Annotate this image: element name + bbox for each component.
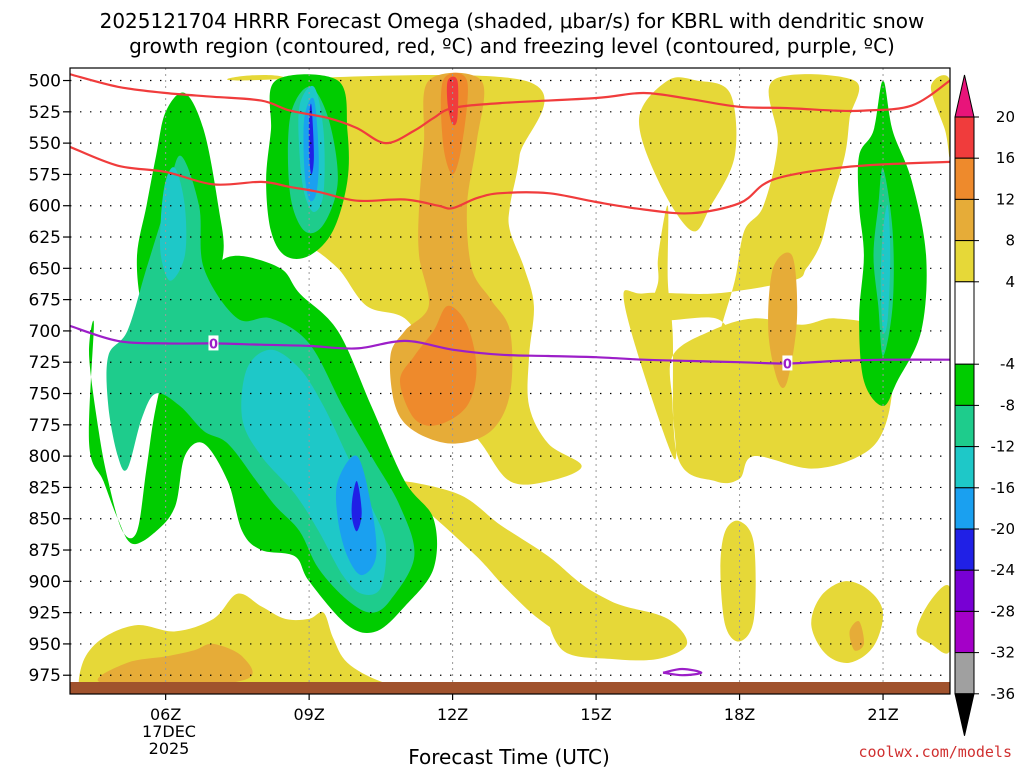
y-tick-label: 800 [29, 447, 61, 467]
omega-region-3 [638, 77, 737, 232]
colorbar-tick-label: -16 [991, 479, 1016, 497]
colorbar-tick-label: 20 [996, 108, 1015, 126]
colorbar-band [954, 528, 975, 571]
colorbar-band [954, 198, 975, 242]
contour-label-background [208, 335, 219, 351]
omega-region-7 [930, 75, 950, 158]
y-tick-label: 750 [29, 385, 61, 405]
colorbar-tick-label: -12 [991, 438, 1016, 456]
plot-frame [69, 67, 951, 695]
y-tick-label: 725 [29, 353, 61, 373]
colorbar-tick-label: -28 [991, 602, 1016, 620]
chart-title-line-2: growth region (contoured, red, ºC) and f… [129, 34, 895, 58]
chart-title-line-1: 2025121704 HRRR Forecast Omega (shaded, … [100, 9, 925, 33]
omega-region-16 [446, 76, 459, 126]
colorbar-tick-label: 16 [996, 149, 1015, 167]
y-tick-label: 675 [29, 291, 61, 311]
plot-area: 00 [70, 68, 950, 694]
omega-region-4 [623, 74, 893, 484]
colorbar-band [954, 363, 975, 406]
contour-label-0: 0 [209, 337, 218, 352]
contour-label-background [782, 355, 793, 371]
contour-lines: 00 [70, 73, 950, 677]
omega-region-8 [916, 584, 950, 654]
y-tick-label: 925 [29, 604, 61, 624]
omega-region-2 [547, 593, 688, 661]
y-tick-label: 975 [29, 666, 61, 686]
omega-region-15 [400, 305, 477, 426]
colorbar-tick-label: 12 [996, 190, 1015, 208]
colorbar-band [954, 157, 975, 200]
date-label-day: 17DEC [142, 722, 196, 741]
omega-region-31 [308, 103, 314, 175]
date-label-year: 2025 [149, 739, 190, 758]
colorbar-tick-label: 8 [1005, 232, 1015, 250]
colorbar-band [954, 569, 975, 612]
y-tick-label: 500 [29, 72, 61, 92]
contour-freezing-level-blob [662, 667, 703, 677]
colorbar-tick-label: -24 [991, 561, 1016, 579]
colorbar-tick-label: -8 [1000, 396, 1015, 414]
y-tick-label: 625 [29, 228, 61, 248]
contour-label-1: 0 [783, 357, 792, 372]
y-tick-label: 875 [29, 541, 61, 561]
colorbar-band [954, 652, 975, 695]
contour-dgz-upper [70, 73, 950, 145]
ground-surface [70, 682, 950, 694]
x-axis-label: Forecast Time (UTC) [408, 745, 610, 768]
colorbar-band [954, 281, 975, 365]
colorbar-tick-label: -36 [991, 685, 1016, 703]
omega-region-30 [351, 480, 362, 532]
omega-region-5 [720, 520, 756, 642]
y-tick-label: 525 [29, 103, 61, 123]
colorbar-band [954, 446, 975, 489]
x-tick-label: 18Z [724, 705, 755, 724]
x-tick-label: 12Z [437, 705, 468, 724]
x-axis-ticks: 06Z 09Z 12Z 15Z 18Z 21Z [150, 694, 899, 724]
y-tick-label: 550 [29, 134, 61, 154]
colorbar-tick-label: -32 [991, 644, 1016, 662]
gridlines [70, 68, 950, 694]
y-axis-ticks: 500 525 550 575 600 625 650 675 700 725 750 775 800 8… [29, 72, 70, 686]
x-tick-label: 06Z [150, 705, 181, 724]
y-tick-label: 600 [29, 197, 61, 217]
y-tick-label: 950 [29, 635, 61, 655]
y-tick-label: 900 [29, 572, 61, 592]
credit-text: coolwx.com/models [858, 743, 1012, 761]
colorbar-tick-label: -4 [1000, 355, 1015, 373]
contour-dgz-lower [70, 145, 950, 215]
colorbar-bottom-arrow [954, 693, 975, 736]
x-tick-label: 15Z [580, 705, 611, 724]
x-tick-label: 09Z [293, 705, 324, 724]
omega-region-12 [97, 643, 253, 688]
x-tick-label: 21Z [867, 705, 898, 724]
colorbar-band [954, 487, 975, 530]
omega-region-24 [159, 167, 187, 281]
y-tick-label: 850 [29, 510, 61, 530]
colorbar: 20 16 12 8 4 -4 -8 -12 -16 -20 -24 -28 -32 -36 [954, 74, 1016, 736]
y-tick-label: 575 [29, 165, 61, 185]
omega-region-11 [768, 252, 798, 389]
y-tick-label: 775 [29, 416, 61, 436]
colorbar-band [954, 404, 975, 448]
colorbar-tick-label: 4 [1005, 273, 1015, 291]
colorbar-band [954, 610, 975, 654]
y-tick-label: 825 [29, 478, 61, 498]
y-tick-label: 650 [29, 259, 61, 279]
omega-shaded-regions [78, 72, 950, 694]
colorbar-band [954, 116, 975, 159]
omega-region-6 [811, 581, 884, 663]
y-tick-label: 700 [29, 322, 61, 342]
colorbar-band [954, 240, 975, 283]
colorbar-tick-label: -20 [991, 520, 1016, 538]
